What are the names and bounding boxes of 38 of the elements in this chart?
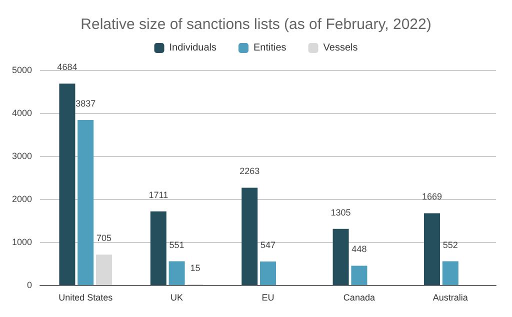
bar (242, 188, 258, 285)
data-label: 15 (190, 262, 200, 273)
bar (442, 261, 458, 285)
chart-title: Relative size of sanctions lists (as of February, 2022) (80, 16, 432, 33)
data-label: 551 (169, 240, 184, 250)
y-tick-label: 3000 (12, 151, 32, 161)
data-label: 705 (96, 233, 112, 244)
bar (351, 266, 368, 285)
data-label: 1669 (422, 192, 442, 202)
data-label: 2263 (240, 166, 260, 176)
bar (150, 211, 166, 285)
legend-label: Individuals (169, 42, 217, 54)
data-label: 3837 (76, 98, 96, 109)
bar (96, 254, 112, 285)
y-tick-label: 5000 (12, 65, 32, 75)
bar (424, 213, 440, 285)
y-tick-label: 2000 (12, 194, 32, 204)
bar (78, 120, 94, 285)
data-label: 1711 (148, 190, 168, 200)
y-tick-label: 0 (26, 280, 32, 290)
y-tick-label: 4000 (12, 108, 32, 118)
y-tick-label: 1000 (12, 237, 32, 247)
bar (260, 261, 276, 285)
data-label: 4684 (57, 62, 78, 72)
legend-label: Entities (254, 42, 286, 54)
data-label: 547 (260, 240, 276, 250)
data-label: 448 (352, 244, 367, 254)
x-tick-label: United States (58, 292, 114, 302)
legend-label: Vessels (323, 42, 358, 54)
x-tick-label: UK (170, 292, 184, 302)
data-label: 552 (442, 240, 458, 250)
x-tick-label: Australia (432, 292, 468, 302)
bar (168, 261, 185, 285)
bar (332, 228, 349, 285)
bar (59, 84, 76, 285)
x-tick-label: EU (262, 292, 274, 302)
x-tick-label: Canada (343, 292, 375, 302)
data-label: 1305 (330, 207, 351, 218)
